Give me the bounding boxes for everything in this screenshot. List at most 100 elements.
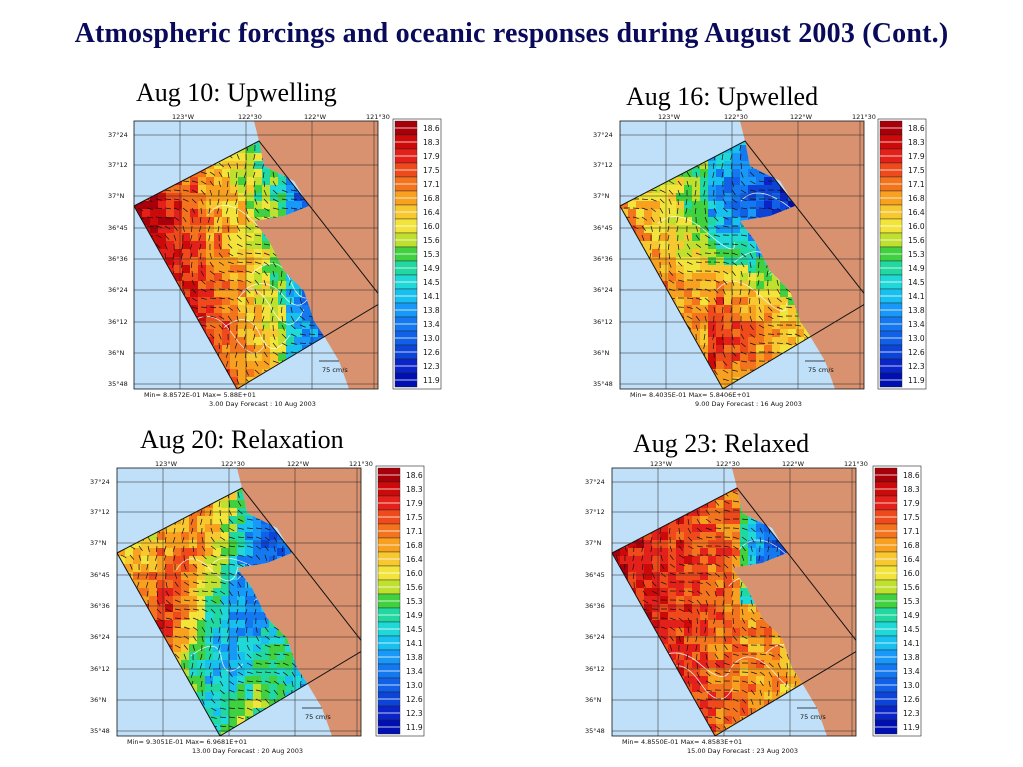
panel-caption: Aug 16: Upwelled — [626, 82, 819, 111]
forecast-map: 75 cm/s 37°24 37°12 37°N 36°45 36°36 36°24 36°1… — [90, 460, 425, 755]
panel-aug-20: Aug 20: Relaxation — [85, 425, 415, 765]
panel-caption: Aug 23: Relaxed — [633, 429, 810, 458]
colorbar-label: 13.4 — [908, 320, 925, 329]
map-frame — [116, 467, 362, 737]
colorbar-frame — [872, 465, 922, 737]
colorbar-label: 15.3 — [406, 597, 423, 606]
scale-arrow-label: 75 cm/s — [305, 713, 331, 721]
latitude-label: 37°24 — [90, 478, 110, 486]
colorbar-label: 18.3 — [908, 138, 925, 147]
colorbar-label: 13.0 — [423, 334, 440, 343]
latitude-label: 36°45 — [90, 571, 110, 579]
latitude-label: 36°24 — [585, 633, 605, 641]
longitude-label: 122°W — [287, 460, 310, 468]
colorbar-label: 13.0 — [908, 334, 925, 343]
latitude-label: 36°N — [593, 349, 610, 357]
colorbar-label: 12.3 — [903, 709, 920, 718]
latitude-label: 36°N — [108, 349, 125, 357]
longitude-label: 122°30 — [238, 113, 262, 121]
colorbar-label: 13.0 — [903, 681, 920, 690]
model-domain-outline — [620, 140, 864, 389]
colorbar-label: 12.3 — [423, 362, 440, 371]
longitude-label: 123°W — [658, 113, 681, 121]
latitude-label: 36°45 — [593, 224, 613, 232]
longitude-label: 122°30 — [724, 113, 748, 121]
graticule — [117, 468, 361, 736]
model-domain-outline — [612, 487, 856, 736]
latitude-label: 37°N — [90, 539, 107, 547]
min-max-label: Min= 4.8550E-01 Max= 4.8583E+01 — [622, 738, 742, 746]
longitude-label: 122°W — [782, 460, 805, 468]
longitude-label: 121°30 — [852, 113, 876, 121]
colorbar-label: 16.8 — [406, 541, 423, 550]
colorbar-label: 15.6 — [908, 236, 925, 245]
colorbar-label: 18.6 — [908, 124, 925, 133]
colorbar-label: 16.8 — [903, 541, 920, 550]
colorbar-label: 16.8 — [908, 194, 925, 203]
latitude-label: 37°24 — [108, 131, 128, 139]
colorbar-label: 14.5 — [903, 625, 920, 634]
colorbar-label: 18.3 — [406, 485, 423, 494]
latitude-label: 36°12 — [108, 318, 128, 326]
colorbar-label: 16.0 — [908, 222, 925, 231]
colorbar-label: 17.5 — [423, 166, 440, 175]
panel-aug-23: Aug 23: Relaxed — [580, 425, 910, 765]
latitude-label: 36°36 — [585, 602, 605, 610]
colorbar-label: 15.3 — [903, 597, 920, 606]
panel-caption: Aug 10: Upwelling — [136, 78, 337, 107]
latitude-label: 36°36 — [108, 255, 128, 263]
colorbar-label: 13.8 — [423, 306, 440, 315]
colorbar-label: 16.4 — [908, 208, 925, 217]
latitude-label: 37°24 — [593, 131, 613, 139]
latitude-label: 36°12 — [585, 665, 605, 673]
colorbar-label: 18.3 — [423, 138, 440, 147]
colorbar-label: 17.1 — [423, 180, 440, 189]
min-max-label: Min= 8.8572E-01 Max= 5.88E+01 — [144, 391, 256, 399]
colorbar-label: 16.4 — [423, 208, 440, 217]
colorbar-label: 15.6 — [903, 583, 920, 592]
colorbar-label: 13.8 — [406, 653, 423, 662]
colorbar-label: 18.6 — [423, 124, 440, 133]
colorbar-label: 16.8 — [423, 194, 440, 203]
colorbar-label: 12.6 — [903, 695, 920, 704]
latitude-label: 36°12 — [593, 318, 613, 326]
colorbar-label: 17.5 — [908, 166, 925, 175]
latitude-label: 35°48 — [90, 727, 110, 735]
longitude-label: 122°30 — [716, 460, 740, 468]
latitude-label: 36°36 — [90, 602, 110, 610]
colorbar-label: 14.9 — [406, 611, 423, 620]
latitude-label: 36°45 — [585, 571, 605, 579]
colorbar-label: 15.6 — [406, 583, 423, 592]
map-frame — [133, 120, 379, 390]
colorbar-label: 13.4 — [406, 667, 423, 676]
colorbar-label: 16.0 — [423, 222, 440, 231]
forecast-map: 75 cm/s 37°24 37°12 37°N 36°45 36°36 36°24 36°1… — [593, 113, 927, 408]
colorbar-label: 12.3 — [908, 362, 925, 371]
colorbar-label: 12.6 — [423, 348, 440, 357]
panel-aug-16: Aug 16: Upwelled — [585, 78, 915, 418]
colorbar-label: 17.1 — [406, 527, 423, 536]
colorbar-label: 16.0 — [406, 569, 423, 578]
colorbar-label: 17.9 — [903, 499, 920, 508]
colorbar-label: 13.8 — [903, 653, 920, 662]
colorbar-label: 14.9 — [908, 264, 925, 273]
colorbar-label: 15.6 — [423, 236, 440, 245]
colorbar-frame — [375, 465, 425, 737]
longitude-label: 123°W — [155, 460, 178, 468]
colorbar-label: 15.3 — [423, 250, 440, 259]
colorbar-label: 14.1 — [406, 639, 423, 648]
latitude-label: 37°12 — [585, 508, 605, 516]
colorbar-label: 14.5 — [908, 278, 925, 287]
graticule — [620, 121, 864, 389]
longitude-label: 123°W — [650, 460, 673, 468]
scale-arrow-label: 75 cm/s — [800, 713, 826, 721]
latitude-label: 37°12 — [593, 161, 613, 169]
colorbar-label: 11.9 — [903, 723, 920, 732]
scale-arrow-label: 75 cm/s — [808, 366, 834, 374]
colorbar-label: 13.4 — [903, 667, 920, 676]
colorbar-label: 18.6 — [903, 471, 920, 480]
longitude-label: 122°W — [790, 113, 813, 121]
colorbar-label: 17.1 — [903, 527, 920, 536]
longitude-label: 121°30 — [366, 113, 390, 121]
